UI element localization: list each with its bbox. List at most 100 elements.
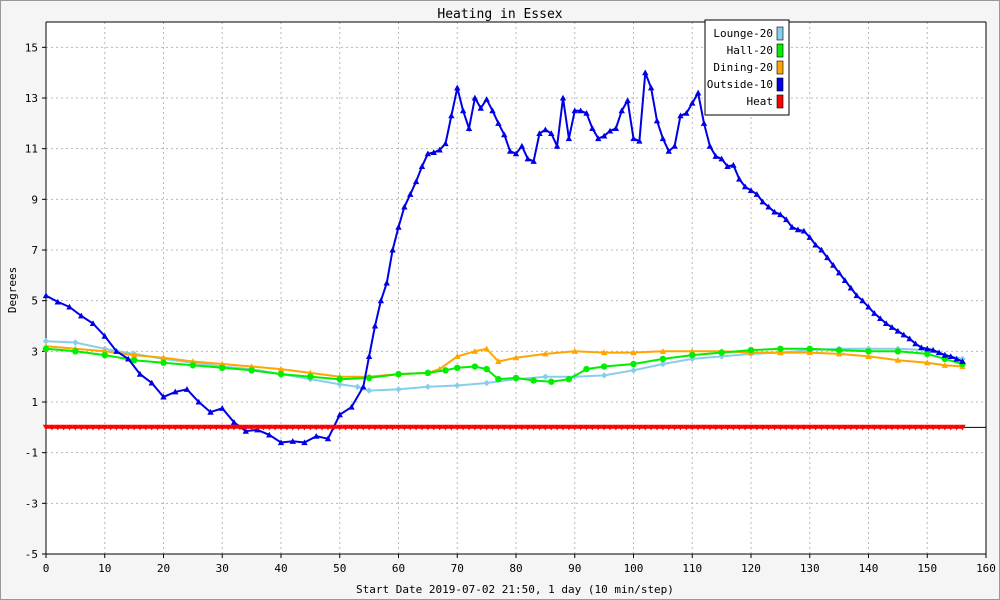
legend-label: Hall-20 — [727, 44, 773, 57]
data-point — [548, 424, 555, 431]
data-point — [224, 424, 232, 431]
data-point — [448, 424, 455, 431]
data-point — [941, 424, 949, 431]
data-point — [630, 424, 637, 431]
data-point — [136, 370, 144, 377]
data-point — [125, 424, 132, 431]
data-point — [953, 355, 960, 362]
data-point — [354, 424, 361, 431]
data-point — [271, 424, 279, 431]
data-point — [219, 424, 226, 431]
data-point — [847, 284, 855, 291]
data-point — [324, 424, 332, 431]
data-point — [518, 424, 526, 431]
data-point — [700, 424, 708, 431]
data-point — [477, 104, 484, 111]
data-point — [689, 351, 696, 359]
data-point — [395, 370, 402, 378]
data-point — [42, 345, 50, 352]
data-point — [794, 226, 802, 233]
data-point — [906, 424, 913, 431]
data-point — [506, 148, 514, 154]
data-point — [612, 424, 620, 431]
data-point — [72, 424, 79, 431]
data-point — [565, 376, 573, 383]
data-point — [418, 424, 426, 431]
data-point — [260, 424, 267, 431]
data-point — [266, 424, 273, 431]
data-point — [959, 358, 966, 365]
data-point — [888, 324, 896, 330]
data-point — [324, 435, 332, 442]
legend-swatch — [776, 43, 784, 58]
data-point — [471, 348, 479, 354]
data-point — [207, 408, 214, 415]
data-point — [759, 198, 766, 205]
data-point — [395, 386, 402, 393]
data-point — [630, 367, 637, 374]
data-point — [841, 424, 849, 431]
data-point — [553, 424, 561, 431]
data-point — [877, 424, 884, 431]
data-point — [730, 424, 737, 431]
data-point — [818, 424, 825, 431]
x-tick-label: 160 — [976, 562, 996, 575]
data-point — [289, 438, 296, 444]
legend-swatch — [776, 94, 784, 109]
legend-swatch — [776, 26, 784, 41]
data-point — [606, 127, 614, 134]
data-point — [683, 110, 690, 116]
series-line — [45, 347, 963, 383]
data-point — [835, 269, 843, 276]
data-point — [518, 142, 526, 149]
data-point — [148, 379, 155, 386]
data-point — [336, 381, 343, 388]
data-point — [424, 369, 432, 377]
data-point — [160, 359, 167, 366]
data-point — [788, 424, 796, 431]
data-point — [783, 424, 790, 431]
data-point — [160, 424, 167, 431]
data-point — [365, 387, 373, 394]
x-tick-label: 60 — [392, 562, 405, 575]
data-point — [471, 424, 479, 431]
data-point — [935, 424, 943, 431]
data-point — [512, 424, 520, 431]
data-point — [483, 345, 490, 352]
legend-label: Lounge-20 — [713, 27, 773, 40]
data-point — [242, 424, 249, 431]
data-point — [800, 227, 808, 234]
data-point — [219, 405, 226, 411]
data-point — [136, 424, 144, 431]
data-point — [671, 142, 678, 149]
data-point — [935, 349, 943, 356]
data-point — [753, 424, 761, 431]
data-point — [894, 424, 902, 431]
data-point — [130, 424, 138, 431]
data-point — [471, 363, 479, 370]
y-tick-label: 7 — [31, 244, 38, 257]
chart-title: Heating in Essex — [437, 7, 562, 22]
data-point — [630, 135, 637, 142]
data-point — [166, 424, 173, 431]
data-point — [959, 424, 966, 431]
data-point — [689, 424, 696, 431]
data-point — [865, 303, 872, 310]
data-point — [565, 424, 573, 431]
data-point — [559, 94, 567, 101]
data-point — [236, 424, 244, 431]
data-point — [548, 378, 555, 385]
data-point — [788, 224, 796, 230]
data-point — [859, 297, 866, 304]
data-point — [348, 403, 355, 410]
data-point — [89, 320, 97, 327]
data-point — [571, 424, 578, 431]
data-point — [653, 117, 661, 124]
data-point — [812, 424, 819, 431]
data-point — [407, 191, 414, 197]
series-line — [45, 72, 963, 444]
data-point — [495, 120, 502, 126]
data-point — [882, 320, 890, 327]
data-point — [612, 125, 620, 131]
data-point — [583, 110, 590, 116]
